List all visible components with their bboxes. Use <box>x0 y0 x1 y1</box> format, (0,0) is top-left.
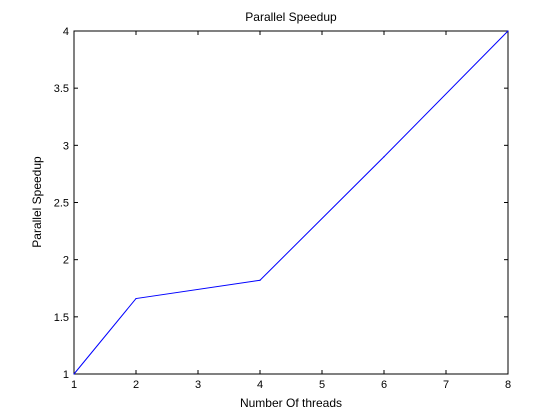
y-tick-label: 3 <box>63 140 69 152</box>
x-tick-label: 2 <box>133 379 139 391</box>
data-point <box>507 30 509 32</box>
chart-title: Parallel Speedup <box>245 10 337 24</box>
x-tick-label: 4 <box>257 379 263 391</box>
x-tick-label: 7 <box>443 379 449 391</box>
y-axis: 1 1.5 2 2.5 3 3.5 4 <box>54 26 508 381</box>
plot-area <box>73 30 509 375</box>
x-tick-label: 6 <box>381 379 387 391</box>
data-point <box>383 156 385 158</box>
x-axis: 1 2 3 4 5 6 7 8 <box>71 31 511 391</box>
x-tick-label: 1 <box>71 379 77 391</box>
y-tick-label: 4 <box>63 26 69 38</box>
y-tick-label: 3.5 <box>54 83 69 95</box>
y-tick-label: 1.5 <box>54 312 69 324</box>
x-tick-label: 8 <box>505 379 511 391</box>
y-tick-label: 2.5 <box>54 198 69 210</box>
x-tick-label: 3 <box>195 379 201 391</box>
y-tick-label: 2 <box>63 255 69 267</box>
x-tick-label: 5 <box>319 379 325 391</box>
series-layer <box>73 30 509 375</box>
data-point <box>73 373 75 375</box>
data-point <box>135 297 137 300</box>
y-axis-label: Parallel Speedup <box>30 156 44 248</box>
data-point <box>259 279 261 281</box>
y-tick-label: 1 <box>63 369 69 381</box>
x-axis-label: Number Of threads <box>240 396 342 410</box>
